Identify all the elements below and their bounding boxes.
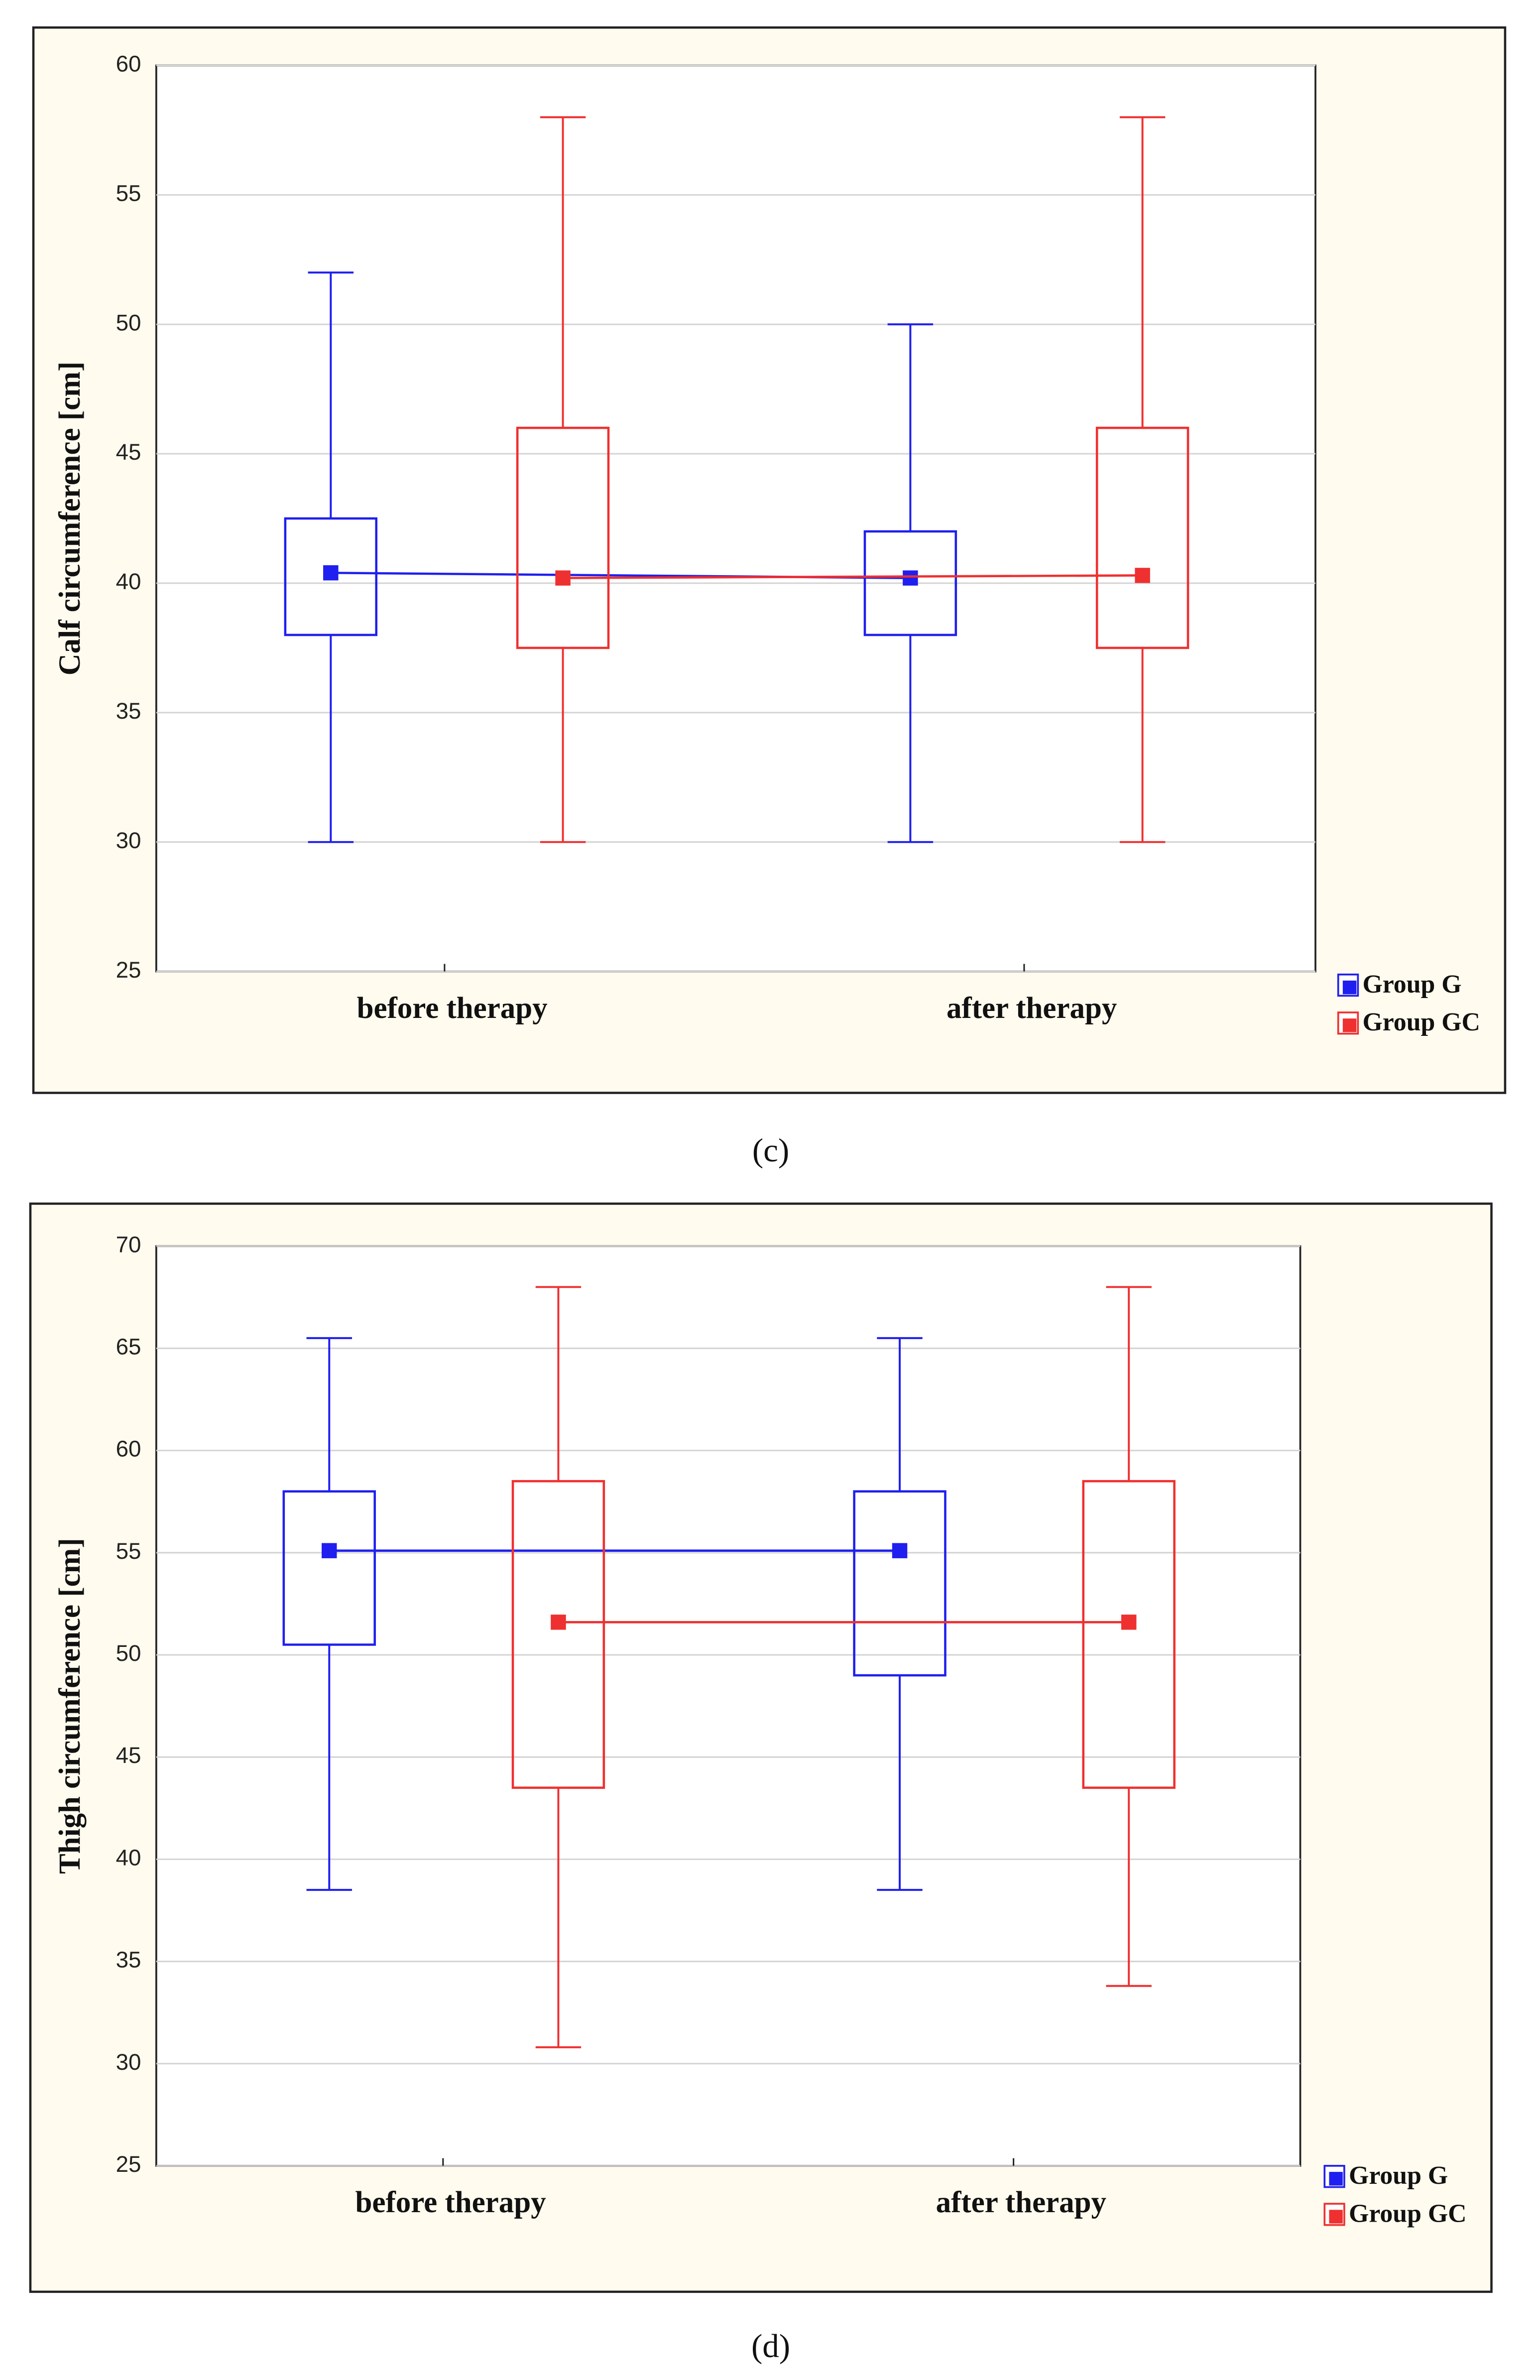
x-tick-label: before therapy bbox=[355, 2186, 546, 2219]
y-tick-label: 25 bbox=[116, 2151, 141, 2177]
y-tick-label: 40 bbox=[116, 1845, 141, 1870]
legend-swatch-fill bbox=[1342, 980, 1357, 995]
box bbox=[853, 1490, 947, 1677]
plot-area bbox=[155, 1245, 1302, 2167]
legend-label: Group G bbox=[1362, 970, 1461, 999]
y-tick-label: 35 bbox=[116, 698, 141, 724]
y-tick-label: 60 bbox=[116, 51, 141, 77]
legend-label: Group G bbox=[1349, 2161, 1448, 2190]
box bbox=[511, 1480, 605, 1789]
median-point bbox=[892, 1543, 908, 1558]
caption: (d) bbox=[751, 2327, 790, 2365]
y-tick-label: 70 bbox=[116, 1232, 141, 1257]
median-point bbox=[322, 1543, 337, 1558]
y-axis-label: Thigh circumference [cm] bbox=[53, 1538, 87, 1874]
y-tick-label: 55 bbox=[116, 180, 141, 206]
median-point bbox=[323, 565, 339, 581]
y-tick-label: 30 bbox=[116, 2049, 141, 2075]
y-tick-label: 65 bbox=[116, 1334, 141, 1360]
median-point bbox=[903, 570, 918, 586]
y-tick-label: 60 bbox=[116, 1436, 141, 1462]
x-tick-label: after therapy bbox=[936, 2186, 1106, 2219]
y-tick-label: 55 bbox=[116, 1538, 141, 1564]
median-point bbox=[551, 1615, 566, 1630]
legend-label: Group GC bbox=[1362, 1008, 1480, 1036]
y-tick-label: 25 bbox=[116, 957, 141, 983]
y-tick-label: 30 bbox=[116, 828, 141, 853]
caption: (c) bbox=[752, 1131, 789, 1169]
legend-swatch-fill bbox=[1329, 2210, 1343, 2224]
median-line bbox=[563, 574, 1143, 579]
median-point bbox=[555, 570, 571, 586]
x-tick-label: after therapy bbox=[947, 992, 1117, 1025]
box bbox=[282, 1490, 376, 1646]
y-tick-label: 50 bbox=[116, 1640, 141, 1666]
y-axis-label: Calf circumference [cm] bbox=[53, 362, 87, 676]
legend-label: Group GC bbox=[1349, 2199, 1467, 2228]
legend-swatch-fill bbox=[1342, 1018, 1357, 1032]
box bbox=[516, 426, 610, 649]
x-tick-label: before therapy bbox=[357, 992, 548, 1025]
box bbox=[1095, 426, 1189, 649]
legend-swatch-fill bbox=[1329, 2172, 1343, 2186]
box bbox=[863, 530, 957, 636]
y-tick-label: 45 bbox=[116, 1743, 141, 1768]
box bbox=[1082, 1480, 1176, 1789]
y-tick-label: 40 bbox=[116, 569, 141, 594]
y-tick-label: 35 bbox=[116, 1947, 141, 1973]
y-tick-label: 45 bbox=[116, 439, 141, 465]
y-tick-label: 50 bbox=[116, 310, 141, 335]
box bbox=[284, 517, 378, 636]
median-point bbox=[1121, 1615, 1137, 1630]
median-point bbox=[1135, 568, 1150, 583]
